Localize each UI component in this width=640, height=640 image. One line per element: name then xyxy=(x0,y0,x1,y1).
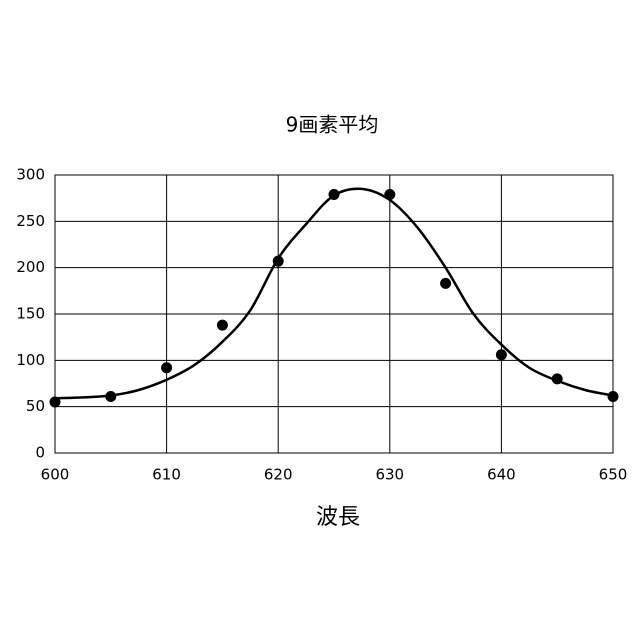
x-tick-label: 650 xyxy=(599,466,628,484)
x-tick-label: 600 xyxy=(41,466,70,484)
data-point xyxy=(217,320,228,331)
background xyxy=(0,0,640,640)
data-point xyxy=(440,278,451,289)
chart-title: 9画素平均 xyxy=(286,113,379,137)
y-tick-label: 150 xyxy=(16,305,45,323)
y-tick-label: 300 xyxy=(16,166,45,184)
x-tick-label: 630 xyxy=(375,466,404,484)
y-tick-label: 250 xyxy=(16,212,45,230)
y-tick-label: 50 xyxy=(26,397,45,415)
x-tick-label: 610 xyxy=(152,466,181,484)
data-point xyxy=(608,391,619,402)
x-tick-label: 640 xyxy=(487,466,516,484)
y-tick-label: 100 xyxy=(16,351,45,369)
x-tick-label: 620 xyxy=(264,466,293,484)
chart: 9画素平均 波長 0 50 100 150 200 250 300 600 610 620 630 6… xyxy=(0,0,640,640)
y-tick-label: 0 xyxy=(35,444,45,462)
y-tick-label: 200 xyxy=(16,258,45,276)
x-axis-label: 波長 xyxy=(316,505,360,530)
data-point xyxy=(161,362,172,373)
data-point xyxy=(496,349,507,360)
